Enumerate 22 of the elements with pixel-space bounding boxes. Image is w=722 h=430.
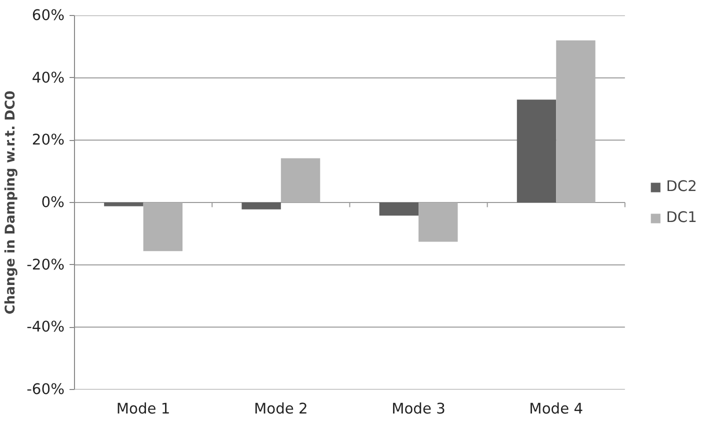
bar [556,40,596,202]
y-tick-label: 60% [32,7,65,24]
bar [516,100,556,202]
x-tick-label: Mode 2 [254,400,308,418]
y-axis-title: Change in Damping w.r.t. DC0 [4,90,19,314]
y-tick-label: 0% [41,194,65,211]
bar [143,202,183,252]
legend-label: DC2 [666,178,697,195]
x-tick-label: Mode 4 [529,400,584,418]
y-tick-label: 20% [32,132,65,149]
bar [280,158,320,202]
bar [379,202,419,216]
x-tick-label: Mode 3 [392,400,446,418]
y-tick-label: -60% [26,381,65,398]
x-tick-label: Mode 1 [116,400,170,418]
legend-label: DC1 [666,209,697,226]
bar [418,202,458,242]
y-tick-label: -40% [26,318,65,336]
bar [242,202,281,210]
bar [104,202,144,206]
y-tick-label: -20% [26,256,65,274]
y-tick-label: 40% [32,69,65,86]
